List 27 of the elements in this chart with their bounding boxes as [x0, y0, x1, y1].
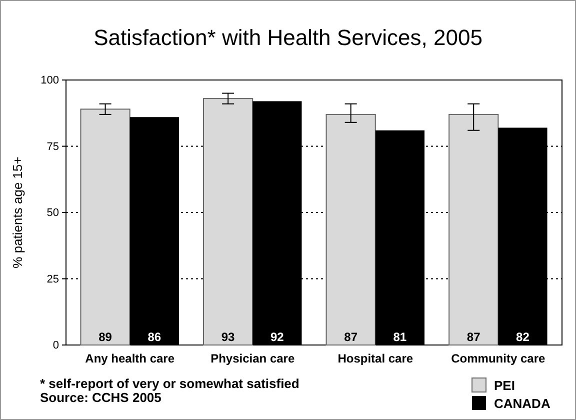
- legend-label: CANADA: [494, 396, 551, 411]
- bar: [326, 114, 376, 346]
- data-label: 86: [148, 330, 162, 344]
- data-label: 81: [393, 330, 407, 344]
- source-note: Source: CCHS 2005: [40, 390, 162, 405]
- data-label: 93: [221, 330, 236, 344]
- data-label: 87: [466, 330, 481, 344]
- bar: [80, 108, 130, 346]
- y-tick-label: 50: [46, 207, 59, 220]
- x-tick-label: Hospital care: [338, 351, 414, 366]
- x-tick-label: Community care: [451, 351, 546, 366]
- y-axis-title: % patients age 15+: [10, 156, 25, 268]
- bar: [203, 98, 254, 346]
- chart-title: Satisfaction* with Health Services, 2005: [94, 25, 482, 50]
- data-label: 82: [516, 330, 530, 344]
- x-tick-label: Physician care: [210, 351, 295, 366]
- data-label: 89: [98, 330, 112, 344]
- y-tick-label: 0: [52, 340, 59, 352]
- data-label: 92: [270, 330, 284, 344]
- text: * self-report of very or somewhat satisfied: [40, 376, 300, 391]
- bar: [448, 114, 499, 346]
- legend-label: PEI: [494, 378, 515, 393]
- y-tick-label: 75: [46, 140, 59, 153]
- y-tick-label: 100: [40, 74, 59, 87]
- y-tick-label: 25: [46, 273, 59, 286]
- data-label: 87: [344, 330, 358, 344]
- x-tick-label: Any health care: [85, 351, 175, 366]
